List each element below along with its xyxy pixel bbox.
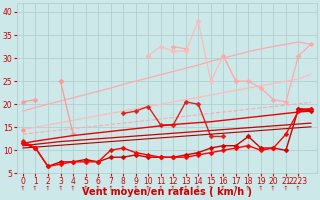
X-axis label: Vent moyen/en rafales ( km/h ): Vent moyen/en rafales ( km/h ) — [82, 187, 252, 197]
Text: ↗: ↗ — [32, 184, 39, 192]
Text: ↗: ↗ — [132, 184, 139, 192]
Text: ↗: ↗ — [170, 184, 177, 192]
Text: ↗: ↗ — [94, 184, 102, 192]
Text: ↗: ↗ — [57, 184, 64, 192]
Text: ↗: ↗ — [69, 184, 77, 192]
Text: ↗: ↗ — [295, 184, 302, 192]
Text: ↗: ↗ — [182, 184, 189, 192]
Text: ↗: ↗ — [220, 184, 227, 192]
Text: ↗: ↗ — [82, 184, 89, 192]
Text: ↗: ↗ — [44, 184, 52, 192]
Text: ↗: ↗ — [119, 184, 127, 192]
Text: ↗: ↗ — [245, 184, 252, 192]
Text: ↗: ↗ — [270, 184, 277, 192]
Text: ↗: ↗ — [257, 184, 265, 192]
Text: ↗: ↗ — [195, 184, 202, 192]
Text: ↗: ↗ — [145, 184, 152, 192]
Text: ↗: ↗ — [232, 184, 239, 192]
Text: ↗: ↗ — [282, 184, 290, 192]
Text: ↗: ↗ — [107, 184, 114, 192]
Text: ↗: ↗ — [207, 184, 214, 192]
Text: ↗: ↗ — [19, 184, 27, 192]
Text: ↗: ↗ — [157, 184, 164, 192]
